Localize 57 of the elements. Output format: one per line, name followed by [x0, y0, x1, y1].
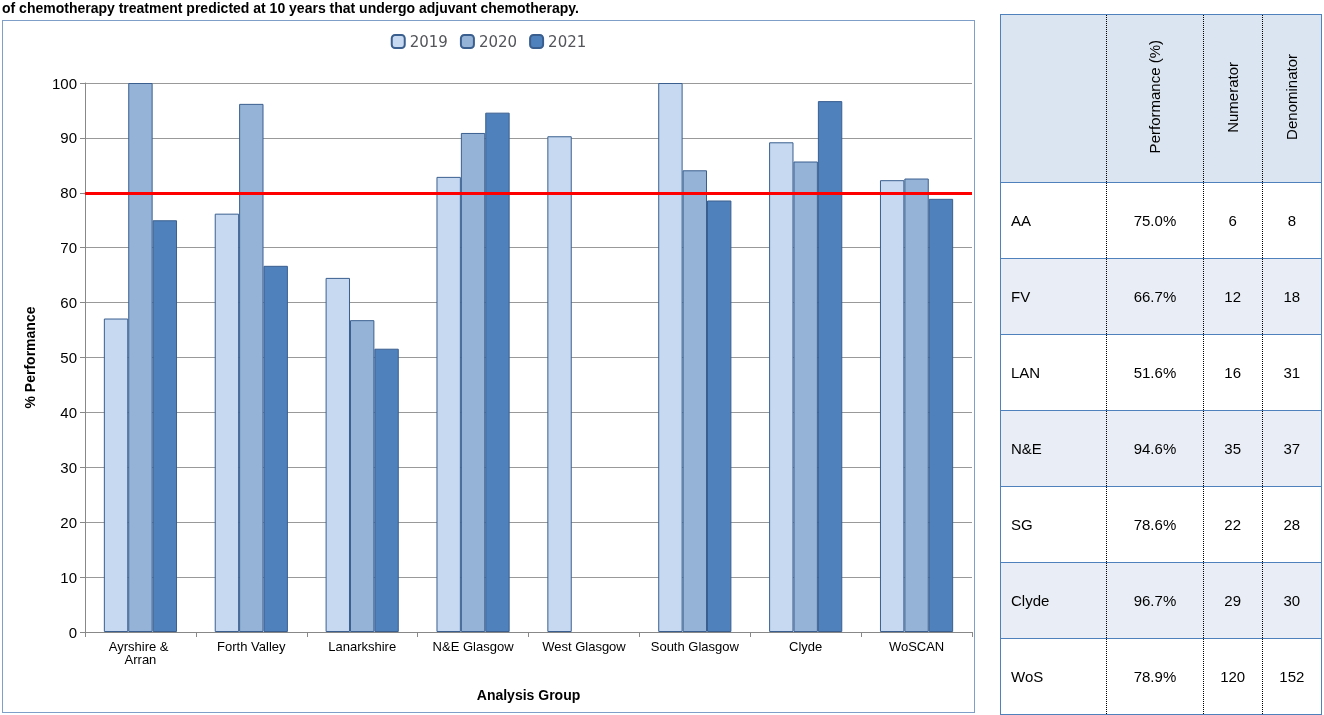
text: 12 [1224, 288, 1241, 305]
x-tick-label: N&E Glasgow [432, 639, 515, 654]
x-tick-label: Lanarkshire [328, 639, 397, 654]
legend-label: 2019 [409, 32, 448, 51]
text: 96.7% [1133, 592, 1177, 609]
y-tick-label: 10 [60, 568, 77, 586]
text: 75.0% [1133, 212, 1177, 229]
text: 16 [1224, 364, 1241, 381]
text: 18 [1283, 288, 1301, 305]
text: 6 [1228, 212, 1237, 229]
text: 22 [1224, 516, 1241, 533]
x-tick-label: South Glasgow [650, 639, 740, 654]
x-tick-label: Clyde [789, 639, 823, 654]
category-label: FV [1011, 288, 1031, 305]
x-tick-label: West Glasgow [542, 639, 627, 654]
category-label: Clyde [1011, 592, 1050, 609]
x-axis-title: Analysis Group [476, 687, 581, 703]
y-tick-label: 20 [60, 513, 77, 531]
text: 78.9% [1133, 668, 1177, 685]
category-label: AA [1011, 212, 1032, 229]
text: 8 [1287, 212, 1297, 229]
text: 66.7% [1133, 288, 1177, 305]
text: 94.6% [1133, 440, 1177, 457]
legend-label: 2020 [478, 32, 518, 51]
text: 37 [1283, 440, 1301, 457]
y-tick-label: 90 [60, 129, 77, 147]
text: 28 [1283, 516, 1301, 533]
legend-label: 2021 [548, 32, 587, 51]
text: 31 [1283, 364, 1301, 381]
category-label: N&E [1011, 440, 1042, 457]
category-label: Denominator [1283, 54, 1301, 140]
bar [547, 136, 572, 632]
text: 30 [1283, 592, 1301, 609]
text: 120 [1220, 668, 1246, 685]
category-label: Performance (%) [1146, 40, 1164, 154]
chart-title: of chemotherapy treatment predicted at 10 years that undergo adjuvant chemotherapy. [2, 0, 579, 16]
y-tick-label: 80 [60, 184, 77, 202]
category-label: Numerator [1224, 61, 1242, 133]
text: 35 [1224, 440, 1241, 457]
x-tick-label: WoSCAN [888, 639, 945, 654]
text: 29 [1224, 592, 1241, 609]
category-label: WoS [1011, 668, 1044, 685]
y-tick-label: 70 [60, 239, 77, 257]
y-tick-label: 60 [60, 294, 77, 312]
y-tick-label: 100 [51, 74, 77, 92]
text: 152 [1279, 668, 1305, 685]
y-tick-label: 0 [68, 623, 77, 641]
category-label: LAN [1011, 364, 1041, 381]
text: 51.6% [1133, 364, 1177, 381]
x-tick-label: Forth Valley [217, 639, 287, 654]
y-axis-title: % Performance [22, 306, 38, 409]
text: 78.6% [1133, 516, 1177, 533]
y-tick-label: 30 [60, 458, 77, 476]
x-tick-label: Ayrshire & Arran [108, 639, 173, 667]
category-label: SG [1011, 516, 1033, 533]
y-tick-label: 40 [60, 403, 77, 421]
y-tick-label: 50 [60, 349, 77, 366]
